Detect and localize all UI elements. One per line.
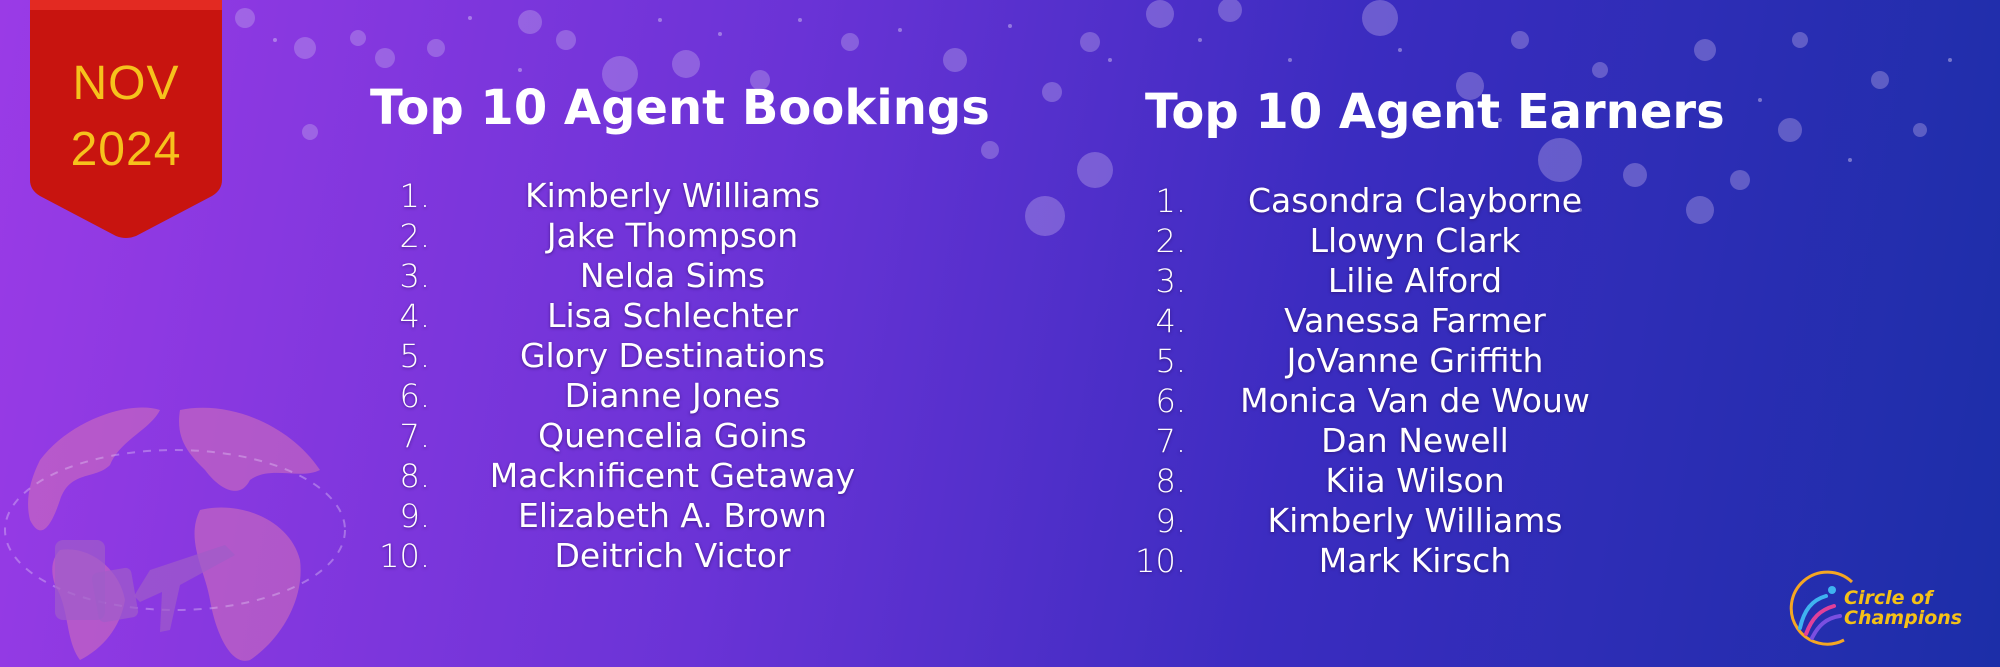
rank-number: 2. bbox=[399, 217, 430, 255]
agent-name: Kimberly Williams bbox=[1267, 501, 1563, 540]
list-item: 3. Nelda Sims bbox=[330, 256, 1030, 296]
rank-number: 8. bbox=[1155, 462, 1186, 500]
earners-list: 1. Casondra Clayborne 2. Llowyn Clark 3. Li… bbox=[1100, 181, 1820, 581]
agent-name: Kiia Wilson bbox=[1325, 461, 1505, 500]
rank-number: 7. bbox=[1155, 422, 1186, 460]
agent-name: Nelda Sims bbox=[579, 256, 766, 295]
agent-name: Llowyn Clark bbox=[1309, 221, 1521, 260]
list-item: 3. Lilie Alford bbox=[1100, 261, 1820, 301]
agent-name: Kimberly Williams bbox=[524, 176, 821, 215]
agent-name: Dianne Jones bbox=[564, 376, 781, 415]
logo-text: Circle of Champions bbox=[1844, 588, 1984, 628]
agent-name: Glory Destinations bbox=[519, 336, 826, 375]
earners-title: Top 10 Agent Earners bbox=[1145, 84, 1725, 140]
list-item: 8. Macknificent Getaway bbox=[330, 456, 1030, 496]
rank-number: 6. bbox=[1155, 382, 1186, 420]
list-item: 4. Vanessa Farmer bbox=[1100, 301, 1820, 341]
rank-number: 7. bbox=[399, 417, 430, 455]
list-item: 9. Elizabeth A. Brown bbox=[330, 496, 1030, 536]
rank-number: 9. bbox=[1155, 502, 1186, 540]
bookings-list: 1. Kimberly Williams 2. Jake Thompson 3. Ne… bbox=[330, 176, 1030, 576]
agent-name: Casondra Clayborne bbox=[1247, 181, 1583, 220]
agent-name: Lilie Alford bbox=[1327, 261, 1503, 300]
rank-number: 2. bbox=[1155, 222, 1186, 260]
rank-number: 10. bbox=[1135, 542, 1186, 580]
agent-name: Lisa Schlechter bbox=[547, 296, 798, 335]
list-item: 5. Glory Destinations bbox=[330, 336, 1030, 376]
agent-name: Deitrich Victor bbox=[554, 536, 791, 575]
list-item: 9. Kimberly Williams bbox=[1100, 501, 1820, 541]
list-item: 1. Casondra Clayborne bbox=[1100, 181, 1820, 221]
logo-line1: Circle of bbox=[1844, 587, 1933, 609]
list-item: 6. Monica Van de Wouw bbox=[1100, 381, 1820, 421]
rank-number: 8. bbox=[399, 457, 430, 495]
rank-number: 3. bbox=[1155, 262, 1186, 300]
rank-number: 6. bbox=[399, 377, 430, 415]
rank-number: 10. bbox=[379, 537, 430, 575]
list-item: 8. Kiia Wilson bbox=[1100, 461, 1820, 501]
logo-ring-icon bbox=[1789, 570, 1854, 646]
agent-name: Mark Kirsch bbox=[1318, 541, 1512, 580]
agent-name: Quencelia Goins bbox=[538, 416, 807, 455]
agent-name: Monica Van de Wouw bbox=[1240, 381, 1590, 420]
date-ribbon-badge: NOV 2024 bbox=[30, 0, 222, 240]
list-item: 5. JoVanne Griffith bbox=[1100, 341, 1820, 381]
agent-name: Macknificent Getaway bbox=[489, 456, 856, 495]
rank-number: 1. bbox=[1155, 182, 1186, 220]
agent-name: JoVanne Griffith bbox=[1286, 341, 1544, 380]
circle-of-champions-logo: Circle of Champions bbox=[1782, 570, 1982, 648]
list-item: 10. Deitrich Victor bbox=[330, 536, 1030, 576]
logo-line2: Champions bbox=[1844, 607, 1963, 629]
rank-number: 5. bbox=[399, 337, 430, 375]
list-item: 7. Dan Newell bbox=[1100, 421, 1820, 461]
list-item: 1. Kimberly Williams bbox=[330, 176, 1030, 216]
rank-number: 4. bbox=[399, 297, 430, 335]
rank-number: 4. bbox=[1155, 302, 1186, 340]
badge-month: NOV bbox=[72, 57, 180, 110]
list-item: 2. Jake Thompson bbox=[330, 216, 1030, 256]
rank-number: 9. bbox=[399, 497, 430, 535]
agent-name: Jake Thompson bbox=[546, 216, 799, 255]
badge-year: 2024 bbox=[70, 123, 182, 176]
bookings-title: Top 10 Agent Bookings bbox=[370, 80, 990, 136]
agent-name: Vanessa Farmer bbox=[1284, 301, 1546, 340]
rank-number: 1. bbox=[399, 177, 430, 215]
list-item: 2. Llowyn Clark bbox=[1100, 221, 1820, 261]
agent-name: Dan Newell bbox=[1321, 421, 1509, 460]
list-item: 6. Dianne Jones bbox=[330, 376, 1030, 416]
list-item: 10. Mark Kirsch bbox=[1100, 541, 1820, 581]
agent-name: Elizabeth A. Brown bbox=[518, 496, 827, 535]
rank-number: 5. bbox=[1155, 342, 1186, 380]
list-item: 4. Lisa Schlechter bbox=[330, 296, 1030, 336]
globe-travel-illustration bbox=[4, 407, 346, 661]
list-item: 7. Quencelia Goins bbox=[330, 416, 1030, 456]
rank-number: 3. bbox=[399, 257, 430, 295]
